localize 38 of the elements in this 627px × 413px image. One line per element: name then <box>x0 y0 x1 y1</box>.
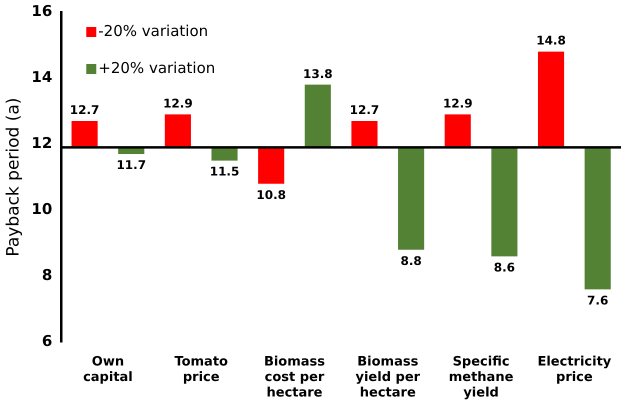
bar <box>491 147 518 256</box>
bar <box>351 120 378 148</box>
bar <box>304 84 331 148</box>
data-label: 8.6 <box>494 260 516 274</box>
x-tick-label: Specific methane yield <box>448 354 514 401</box>
data-label: 8.8 <box>400 254 422 268</box>
y-tick-label: 10 <box>31 200 52 218</box>
legend-label: -20% variation <box>98 22 208 40</box>
bar <box>538 52 564 148</box>
bar <box>211 147 238 161</box>
y-tick-label: 16 <box>31 2 52 20</box>
bar <box>444 114 471 148</box>
bar <box>584 147 611 290</box>
y-tick-label: 6 <box>42 332 52 350</box>
data-label: 11.7 <box>116 158 146 172</box>
y-tick-label: 12 <box>31 134 52 152</box>
x-tick-label: Own capital <box>83 354 133 385</box>
bar <box>72 120 98 148</box>
data-label: 10.8 <box>256 188 286 202</box>
data-label: 12.7 <box>70 103 100 118</box>
legend-label: +20% variation <box>98 58 216 77</box>
data-label: 13.8 <box>303 66 333 81</box>
data-label: 7.6 <box>587 293 608 308</box>
data-label: 14.8 <box>536 34 566 48</box>
data-label: 11.5 <box>210 164 240 179</box>
y-tick-label: 14 <box>31 68 52 86</box>
bar <box>258 147 284 184</box>
data-label: 12.9 <box>442 96 473 110</box>
y-axis-title: Payback period (a) <box>4 98 24 257</box>
x-tick-label: Biomass cost per hectare <box>264 354 326 401</box>
data-label: 12.9 <box>163 96 193 110</box>
x-tick-label: Biomass yield per hectare <box>355 354 421 401</box>
x-tick-label: Electricity price <box>537 354 612 385</box>
bar <box>398 147 424 250</box>
bar <box>164 114 191 148</box>
y-tick-label: 8 <box>42 266 52 284</box>
x-tick-label: Tomato price <box>174 354 228 385</box>
data-label: 12.7 <box>350 103 380 118</box>
